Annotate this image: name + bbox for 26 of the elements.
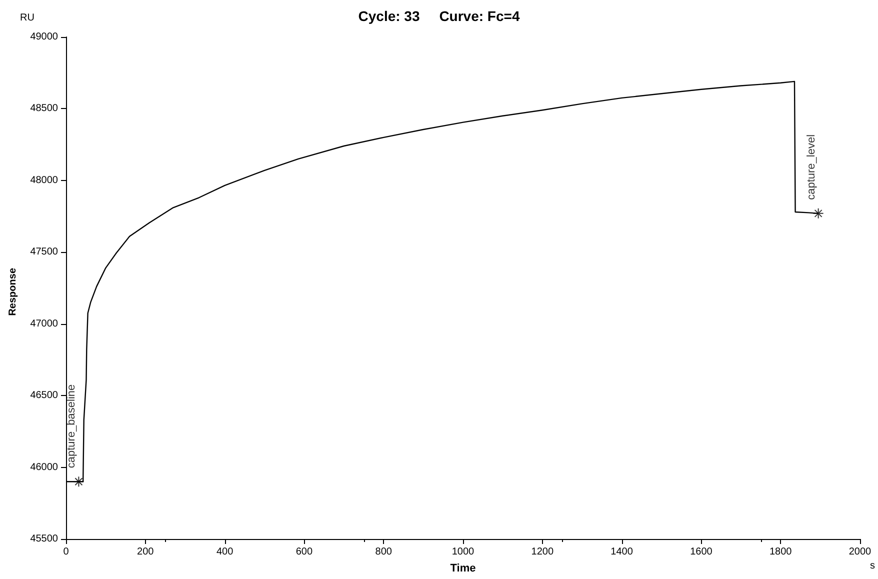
x-tick-label: 1400: [610, 546, 634, 558]
y-tick-label: 45500: [30, 534, 58, 544]
x-axis-title: Time: [450, 562, 476, 574]
x-tick-label: 1600: [690, 546, 713, 558]
annotation: capture_baseline: [66, 384, 78, 468]
y-tick-label: 46500: [30, 390, 58, 402]
x-tick-label: 0: [63, 546, 70, 558]
x-tick-label: 800: [375, 546, 392, 558]
x-tick-label: 1800: [769, 546, 792, 558]
x-tick-label: 400: [216, 546, 234, 558]
x-tick-label: 1200: [531, 546, 554, 558]
y-tick-label: 48500: [30, 103, 58, 114]
y-tick-label: 47000: [30, 318, 58, 330]
x-tick-label: 200: [137, 546, 154, 558]
y-axis-title: Response: [8, 268, 18, 316]
y-tick-label: 48000: [30, 174, 58, 186]
y-tick-label: 49000: [30, 32, 58, 42]
x-tick-label: 2000: [848, 546, 872, 558]
text: s: [870, 560, 875, 572]
y-tick-label: 46000: [30, 462, 58, 473]
chart-title: Cycle: 33 Curve: Fc=4: [358, 8, 520, 24]
text: RU: [20, 12, 34, 24]
annotation: capture_level: [805, 134, 818, 200]
x-tick-label: 1000: [452, 546, 475, 558]
x-tick-label: 600: [296, 546, 313, 558]
y-tick-label: 47500: [30, 246, 58, 258]
